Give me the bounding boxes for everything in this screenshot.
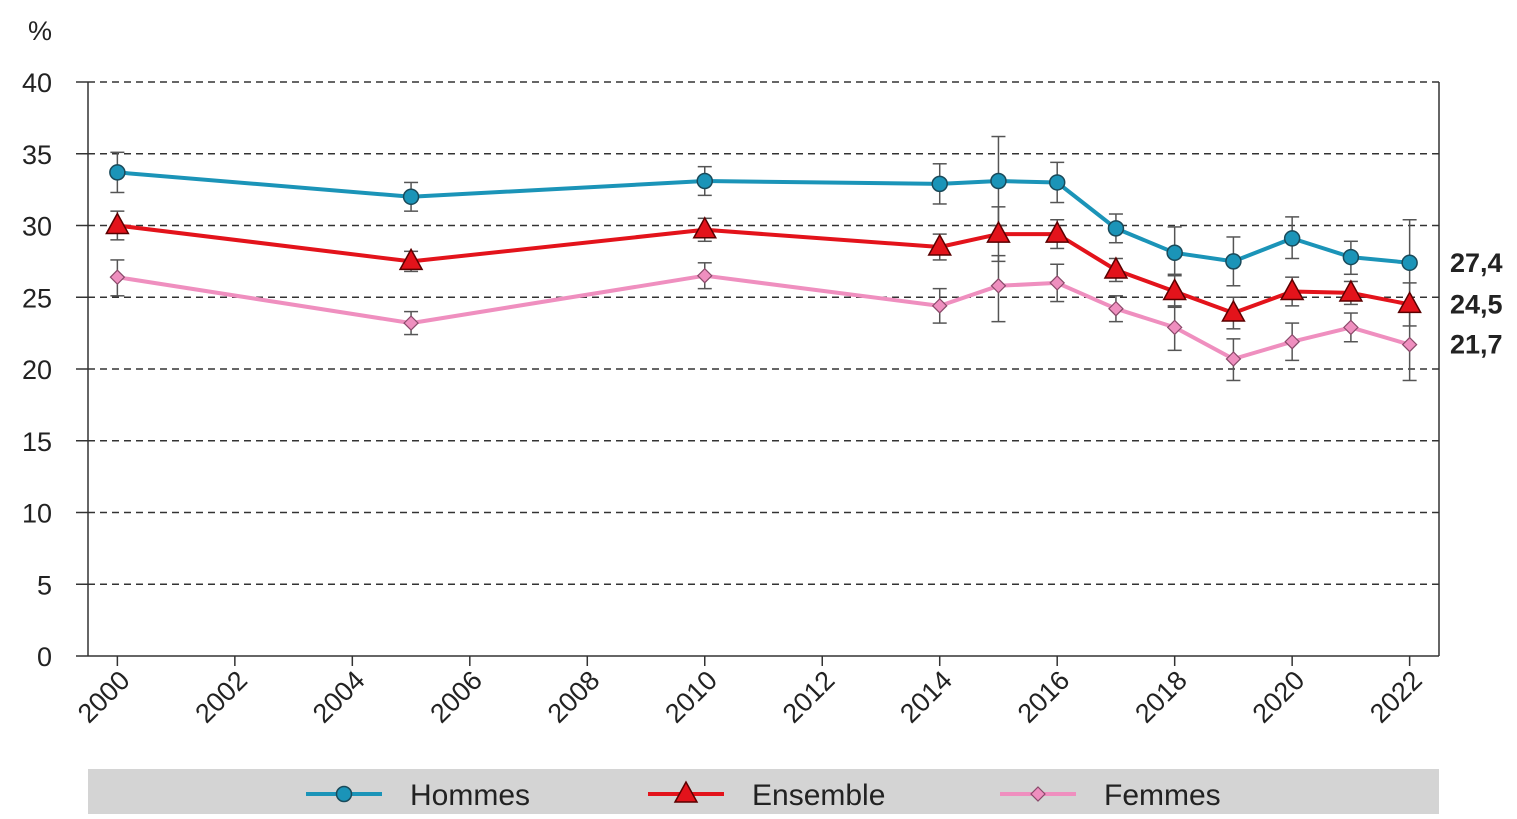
y-tick-label-10: 10	[22, 499, 52, 529]
marker-Femmes-2016	[1049, 275, 1066, 291]
legend-label-Hommes: Hommes	[410, 779, 530, 812]
marker-Femmes-2018	[1166, 319, 1183, 336]
legend-label-Femmes: Femmes	[1104, 779, 1221, 812]
series-markers	[105, 164, 1422, 367]
marker-Hommes-2015	[990, 172, 1007, 190]
marker-Ensemble-2014	[927, 233, 952, 256]
x-tick-label-2010: 2010	[659, 665, 723, 729]
x-tick-label-2018: 2018	[1129, 665, 1193, 729]
marker-Femmes-2000	[109, 269, 126, 286]
x-tick-label-2022: 2022	[1364, 665, 1428, 729]
y-tick-label-20: 20	[22, 355, 52, 385]
marker-Hommes-2010	[696, 172, 714, 190]
marker-Femmes-2017	[1108, 300, 1124, 317]
series-line-Femmes	[117, 273, 1411, 361]
series-lines	[117, 170, 1411, 361]
marker-Ensemble-2005	[398, 247, 424, 271]
y-tick-label-0: 0	[37, 642, 52, 672]
end-label-Hommes: 27,4	[1450, 248, 1503, 278]
marker-Hommes-2021	[1342, 248, 1360, 266]
y-axis-unit-label: %	[28, 16, 52, 46]
series-line-Hommes	[117, 170, 1410, 265]
x-tick-label-2014: 2014	[894, 665, 958, 729]
x-tick-labels: 2000 2002 2004 2006 2008 2010 2012 2014 2016 2018…	[72, 665, 1428, 729]
marker-Ensemble-2000	[105, 211, 130, 235]
legend-marker-Femmes	[1030, 786, 1046, 802]
series-line-Ensemble	[117, 223, 1410, 315]
x-tick-label-2002: 2002	[189, 665, 253, 729]
marker-Femmes-2014	[931, 298, 948, 314]
marker-Ensemble-2021	[1338, 279, 1364, 302]
end-label-Ensemble: 24,5	[1450, 289, 1503, 319]
marker-Femmes-2010	[696, 267, 713, 284]
marker-Hommes-2000	[109, 164, 126, 181]
y-tick-label-35: 35	[22, 140, 52, 170]
x-tick-label-2008: 2008	[542, 665, 606, 729]
marker-Hommes-2020	[1283, 230, 1301, 247]
axes	[76, 81, 1440, 666]
marker-Femmes-2019	[1225, 351, 1242, 367]
marker-Hommes-2019	[1225, 253, 1242, 270]
end-value-labels: 27,4 24,5 21,7	[1450, 248, 1503, 360]
y-tick-label-40: 40	[22, 68, 52, 98]
marker-Hommes-2022	[1401, 254, 1418, 272]
marker-Ensemble-2018	[1162, 277, 1187, 301]
legend: Hommes Ensemble Femmes	[88, 769, 1439, 814]
marker-Ensemble-2010	[692, 216, 718, 239]
marker-Femmes-2015	[990, 277, 1007, 294]
y-tick-label-25: 25	[22, 283, 52, 313]
x-tick-label-2004: 2004	[307, 665, 371, 729]
legend-label-Ensemble: Ensemble	[752, 779, 885, 812]
gridlines	[88, 81, 1439, 585]
y-tick-label-5: 5	[37, 570, 52, 600]
marker-Hommes-2017	[1107, 220, 1125, 237]
end-label-Femmes: 21,7	[1450, 330, 1503, 360]
x-tick-label-2012: 2012	[777, 665, 841, 729]
marker-Ensemble-2019	[1221, 299, 1246, 322]
legend-background	[88, 769, 1439, 814]
marker-Ensemble-2022	[1397, 290, 1422, 314]
marker-Hommes-2005	[402, 188, 420, 206]
marker-Hommes-2014	[931, 175, 948, 193]
y-tick-label-15: 15	[22, 427, 52, 457]
marker-Ensemble-2016	[1044, 220, 1070, 243]
marker-Ensemble-2020	[1279, 277, 1305, 301]
marker-Ensemble-2017	[1103, 256, 1129, 279]
x-tick-label-2000: 2000	[72, 665, 136, 729]
legend-marker-Ensemble	[673, 780, 699, 803]
marker-Femmes-2021	[1343, 319, 1359, 336]
marker-Hommes-2018	[1166, 244, 1183, 262]
marker-Ensemble-2015	[986, 220, 1011, 243]
marker-Femmes-2020	[1284, 333, 1301, 350]
marker-Hommes-2016	[1048, 174, 1066, 191]
marker-Femmes-2005	[403, 315, 419, 331]
x-tick-label-2016: 2016	[1012, 665, 1076, 729]
marker-Femmes-2022	[1401, 336, 1418, 353]
y-tick-label-30: 30	[22, 212, 52, 242]
y-tick-labels: 0 5 10 15 20 25 30 35 40	[22, 68, 52, 672]
legend-marker-Hommes	[335, 785, 353, 803]
x-tick-label-2006: 2006	[424, 665, 488, 729]
x-tick-label-2020: 2020	[1247, 665, 1311, 729]
